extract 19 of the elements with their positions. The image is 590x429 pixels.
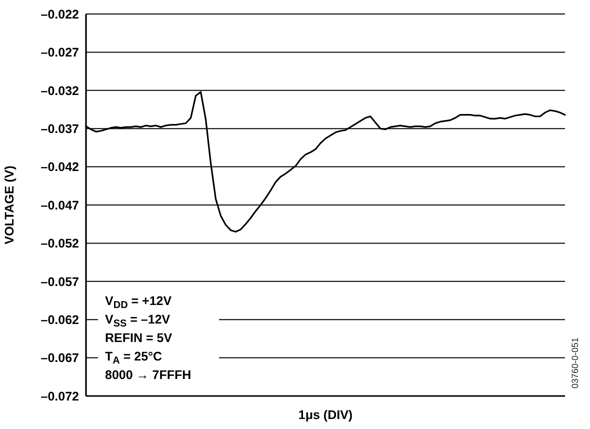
annotation: REFIN = 5V bbox=[105, 331, 173, 345]
text: 03760-0-051 bbox=[570, 337, 580, 389]
y-tick-label: –0.042 bbox=[40, 160, 80, 174]
y-axis-title: VOLTAGE (V) bbox=[2, 166, 16, 244]
y-tick-label: –0.047 bbox=[40, 198, 80, 212]
annotation: 8000 → 7FFFH bbox=[105, 368, 192, 382]
y-tick-label: –0.062 bbox=[40, 313, 80, 328]
y-tick-label: –0.022 bbox=[40, 7, 80, 22]
y-tick-label: –0.032 bbox=[40, 84, 80, 98]
annotation: V$_{SS}$ = –12V bbox=[105, 312, 171, 329]
y-tick-label: –0.067 bbox=[40, 351, 80, 366]
x-axis-title: 1μs (DIV) bbox=[298, 408, 353, 422]
annotation: T$_{A}$ = 25°C bbox=[105, 350, 162, 366]
y-tick-label: –0.072 bbox=[40, 389, 80, 404]
y-tick-label: –0.052 bbox=[40, 236, 80, 251]
y-tick-label: –0.057 bbox=[40, 274, 80, 289]
y-tick-label: –0.037 bbox=[40, 122, 80, 136]
annotation: V$_{DD}$ = +12V bbox=[105, 294, 172, 310]
y-tick-label: –0.027 bbox=[40, 46, 80, 60]
